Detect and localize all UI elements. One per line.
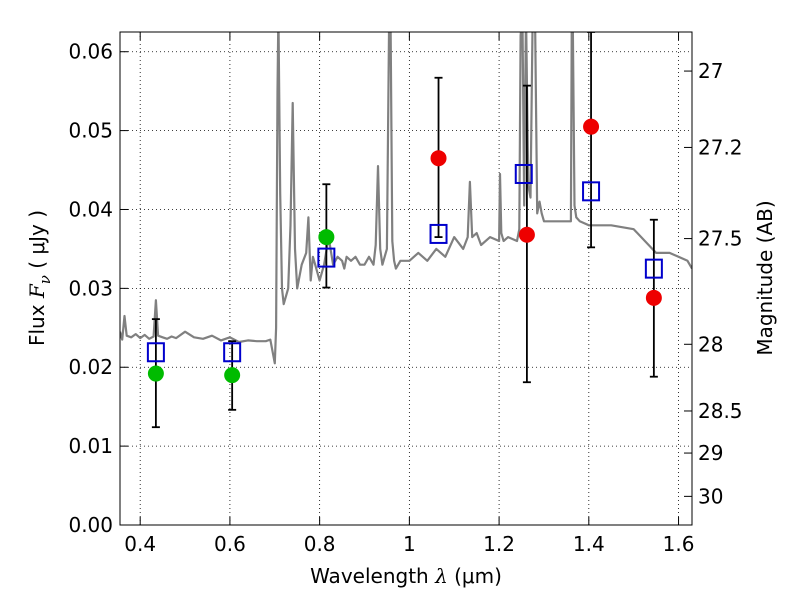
model-flux-square xyxy=(582,181,601,202)
x-tick-label: 0.4 xyxy=(124,532,156,556)
model-flux-square xyxy=(146,342,165,363)
model-square-layer xyxy=(146,163,663,363)
model-flux-square xyxy=(223,342,242,363)
x-tick-label: 0.6 xyxy=(214,532,246,556)
model-flux-square xyxy=(644,258,663,279)
model-spectrum-layer xyxy=(120,32,692,365)
y-tick-label: 0.02 xyxy=(68,355,113,379)
right-tick-label: 28.5 xyxy=(698,399,743,423)
right-tick-label: 27 xyxy=(698,59,723,83)
y-tick-label: 0.05 xyxy=(68,119,113,143)
y-axis-label: Flux Fν ( μJy ) xyxy=(25,210,54,346)
axis-ticks: 0.4 0.6 0.8 1 1.2 1.4 1.6 0.00 0.01 0.02 0.03 0.04 0… xyxy=(68,32,743,556)
model-flux-square xyxy=(514,163,533,184)
observed-flux-point xyxy=(645,289,662,306)
x-tick-label: 1.4 xyxy=(573,532,605,556)
observed-point-layer xyxy=(147,118,662,384)
y-tick-label: 0.00 xyxy=(68,513,113,537)
plot-frame xyxy=(119,31,693,526)
y-tick-label: 0.03 xyxy=(68,276,113,300)
observed-flux-point xyxy=(224,367,241,384)
right-tick-label: 28 xyxy=(698,332,723,356)
right-tick-label: 27.5 xyxy=(698,227,743,251)
right-tick-label: 30 xyxy=(698,484,723,508)
y-tick-label: 0.01 xyxy=(68,434,113,458)
x-axis-label: Wavelength λ (μm) xyxy=(310,564,502,588)
y-tick-label: 0.06 xyxy=(68,40,113,64)
model-flux-square xyxy=(429,223,448,244)
x-tick-label: 0.8 xyxy=(304,532,336,556)
right-tick-label: 29 xyxy=(698,441,723,465)
right-tick-label: 27.2 xyxy=(698,135,743,159)
x-tick-label: 1 xyxy=(403,532,416,556)
y-tick-label: 0.04 xyxy=(68,197,113,221)
model-spectrum-line xyxy=(120,32,692,365)
observed-flux-point xyxy=(147,365,164,382)
model-flux-square xyxy=(317,247,336,268)
observed-flux-point xyxy=(430,150,447,167)
right-axis-label: Magnitude (AB) xyxy=(753,200,777,355)
observed-flux-point xyxy=(518,226,535,243)
observed-flux-point xyxy=(318,229,335,246)
observed-flux-point xyxy=(583,118,600,135)
x-tick-label: 1.6 xyxy=(663,532,695,556)
x-tick-label: 1.2 xyxy=(483,532,515,556)
